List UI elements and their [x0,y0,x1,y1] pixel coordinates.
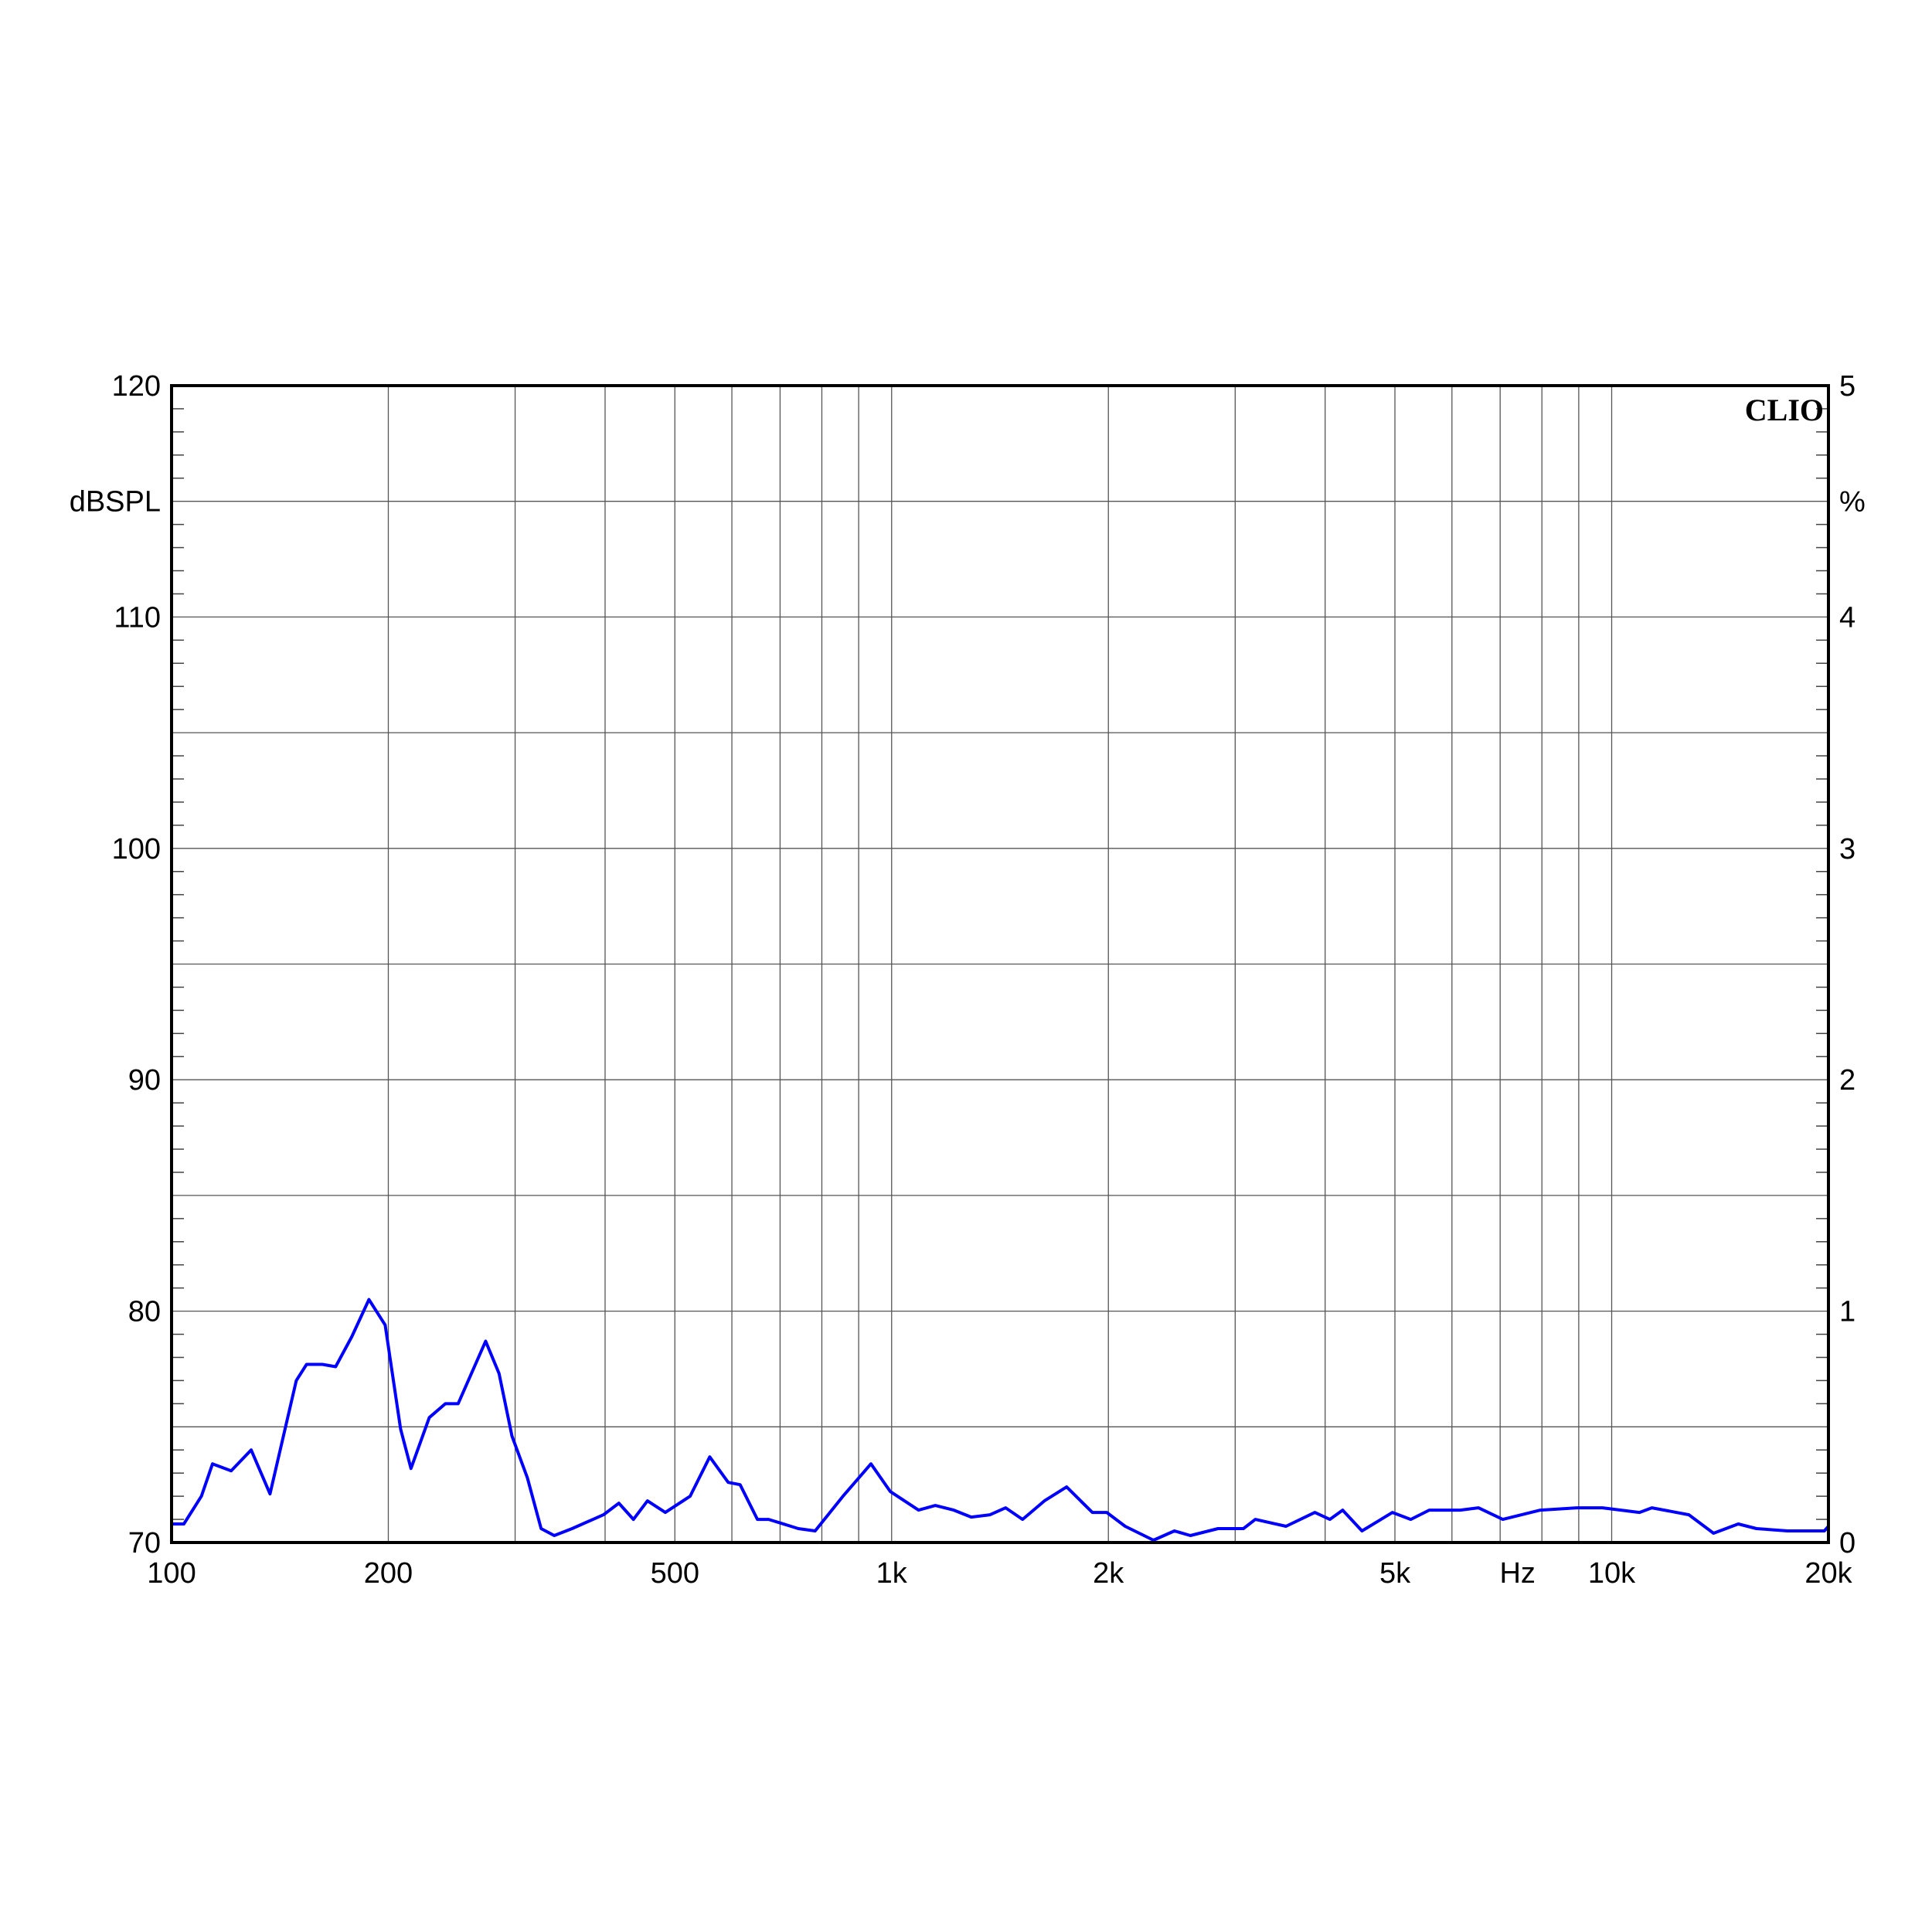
tick-labels: 100 200 500 1k 2k 5k 10k 20k 70 80 90 100 110 120 0 1 2 3… [112,370,1856,1590]
grid [171,386,1829,1543]
y2-tick-label: 4 [1839,601,1855,634]
series-line [172,1298,1830,1542]
y2-tick-label: 3 [1839,833,1855,866]
x-tick-label: 1k [876,1557,908,1590]
y-tick-label: 110 [114,601,161,634]
y2-tick-label: 5 [1839,370,1855,403]
x-tick-label: 20k [1804,1557,1852,1590]
x-tick-label: 2k [1093,1557,1124,1590]
y2-tick-label: 1 [1839,1296,1855,1328]
y-tick-label: 120 [112,370,161,403]
y-tick-label: 90 [128,1064,161,1097]
y-axis-label: dBSPL [70,486,161,519]
y-tick-label: 80 [128,1296,161,1328]
y2-axis-label: % [1839,486,1866,519]
x-tick-label: 500 [651,1557,699,1590]
y-tick-label: 70 [128,1527,161,1560]
x-tick-label: 5k [1379,1557,1411,1590]
minor-ticks [172,408,1828,1520]
y2-tick-label: 0 [1839,1527,1855,1560]
x-tick-label: 10k [1588,1557,1636,1590]
x-tick-label: 100 [147,1557,196,1590]
y-tick-label: 100 [112,833,161,866]
clio-logo: CLIO [1745,393,1824,427]
x-tick-label: 200 [364,1557,413,1590]
y2-tick-label: 2 [1839,1064,1855,1097]
plot-frame [170,384,1830,1544]
x-axis-label: Hz [1499,1557,1535,1590]
